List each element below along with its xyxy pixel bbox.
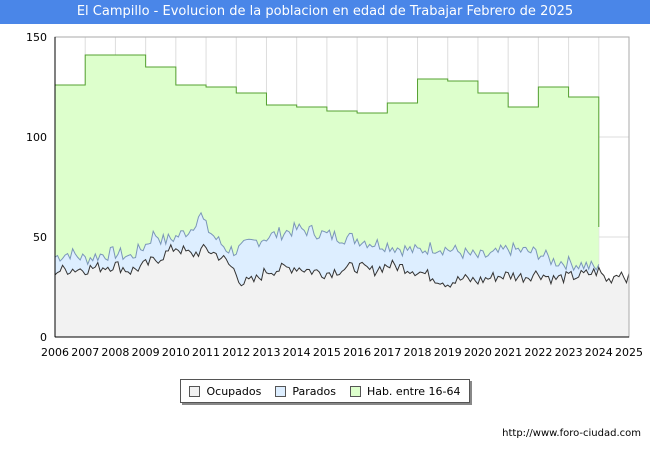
x-tick-label-2014: 2014 <box>283 346 311 359</box>
series-ocupados-line <box>54 243 630 288</box>
x-tick-label-2008: 2008 <box>101 346 129 359</box>
x-tick-label-2016: 2016 <box>343 346 371 359</box>
chart-legend: Ocupados Parados Hab. entre 16-64 <box>180 379 470 403</box>
y-tick-label-50: 50 <box>33 231 47 244</box>
x-tick-label-2011: 2011 <box>192 346 220 359</box>
legend-label-hab: Hab. entre 16-64 <box>366 384 461 398</box>
x-tick-label-2020: 2020 <box>464 346 492 359</box>
x-tick-label-2023: 2023 <box>555 346 583 359</box>
x-tick-label-2009: 2009 <box>132 346 160 359</box>
legend-label-parados: Parados <box>292 384 336 398</box>
x-tick-label-2012: 2012 <box>222 346 250 359</box>
source-link[interactable]: http://www.foro-ciudad.com <box>502 428 641 439</box>
y-tick-label-150: 150 <box>26 31 47 44</box>
legend-swatch-hab <box>349 385 361 397</box>
chart-title: El Campillo - Evolucion de la poblacion … <box>0 0 650 24</box>
x-tick-label-2018: 2018 <box>404 346 432 359</box>
series-hab-line <box>55 54 600 227</box>
x-tick-label-2017: 2017 <box>373 346 401 359</box>
legend-item-hab: Hab. entre 16-64 <box>349 384 461 398</box>
legend-item-parados: Parados <box>275 385 336 398</box>
x-tick-label-2010: 2010 <box>162 346 190 359</box>
x-tick-label-2013: 2013 <box>252 346 280 359</box>
x-tick-label-2006: 2006 <box>41 346 69 359</box>
x-tick-label-2007: 2007 <box>71 346 99 359</box>
chart-plot: FORO-CIUDAD.COM 050100150200620072008200… <box>26 31 643 359</box>
series-ocupados-area <box>55 244 629 337</box>
legend-swatch-parados <box>275 385 287 397</box>
x-tick-label-2019: 2019 <box>434 346 462 359</box>
series-parados-line <box>54 211 600 272</box>
y-tick-label-0: 0 <box>40 331 47 344</box>
legend-label-ocupados: Ocupados <box>206 384 262 398</box>
legend-swatch-ocupados <box>189 385 201 397</box>
legend-item-ocupados: Ocupados <box>189 385 261 398</box>
x-tick-label-2024: 2024 <box>585 346 613 359</box>
y-tick-label-100: 100 <box>26 131 47 144</box>
x-tick-label-2015: 2015 <box>313 346 341 359</box>
x-tick-label-2022: 2022 <box>524 346 552 359</box>
x-tick-label-2021: 2021 <box>494 346 522 359</box>
x-tick-label-2025: 2025 <box>615 346 643 359</box>
